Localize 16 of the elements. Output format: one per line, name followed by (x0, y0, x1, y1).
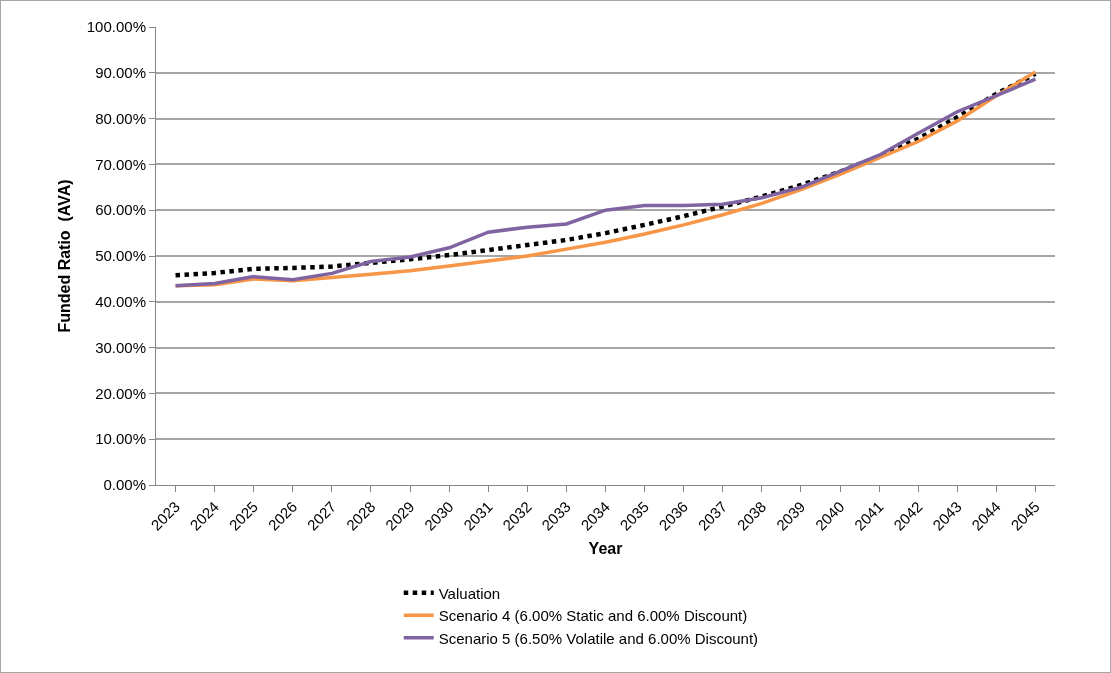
y-tick-label: 80.00% (95, 109, 146, 127)
legend-label: Scenario 5 (6.50% Volatile and 6.00% Discount) (438, 629, 759, 647)
y-tick-label: 10.00% (95, 430, 146, 448)
y-tick-label: 70.00% (95, 155, 146, 173)
y-tick-label: 60.00% (95, 201, 146, 219)
y-tick-label: 100.00% (86, 18, 146, 36)
y-tick-label: 0.00% (103, 476, 146, 494)
y-tick-label: 30.00% (95, 338, 146, 356)
y-tick-label: 50.00% (95, 247, 146, 265)
legend-label: Scenario 4 (6.00% Static and 6.00% Discount) (438, 607, 748, 625)
y-tick-label: 40.00% (95, 293, 146, 311)
legend-label: Valuation (438, 584, 501, 602)
y-tick-label: 20.00% (95, 384, 146, 402)
y-axis-title: Funded Ratio (AVA) (55, 179, 73, 333)
y-tick-label: 90.00% (95, 64, 146, 82)
x-axis-title: Year (588, 540, 623, 558)
